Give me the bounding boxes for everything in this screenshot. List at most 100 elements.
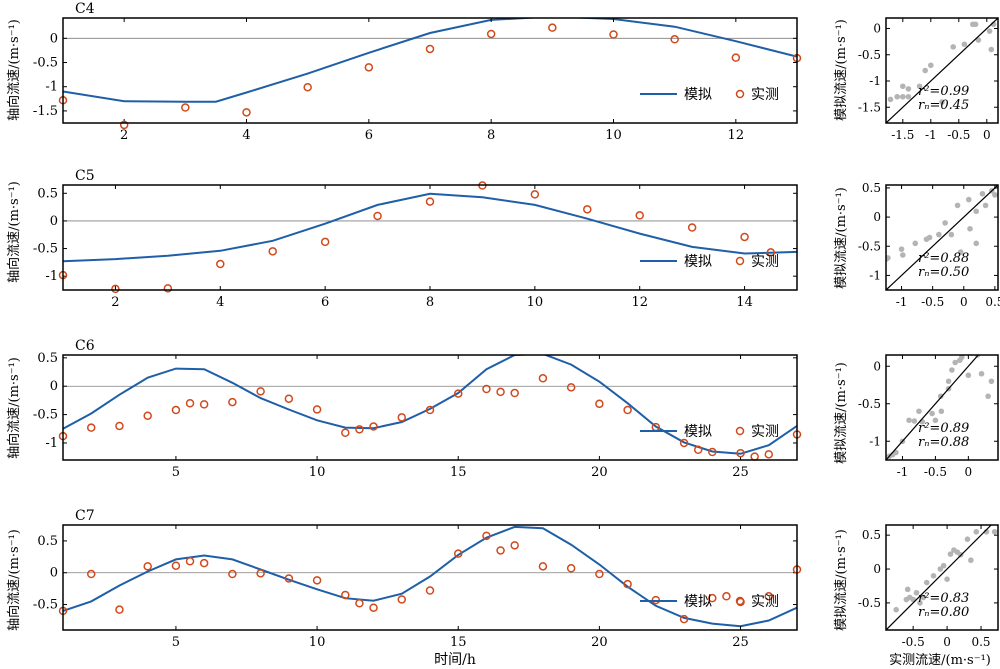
c5-scatter-point bbox=[965, 196, 972, 203]
c4-scatter-point bbox=[922, 67, 928, 74]
c6-observed-point bbox=[143, 411, 152, 420]
c5-y-tick-label: -1 bbox=[45, 269, 58, 284]
c7-scatter-r2: r²=0.83 bbox=[918, 591, 969, 606]
c6-scatter-point bbox=[916, 408, 922, 415]
c7-observed-point bbox=[185, 557, 195, 566]
c4-observed-point bbox=[486, 29, 496, 39]
c6-scatter-point bbox=[949, 367, 955, 373]
c7-observed-point bbox=[355, 599, 364, 608]
y-axis-label-c4: 轴向流速/(m·s⁻¹) bbox=[6, 19, 22, 121]
c7-x-tick-label: 25 bbox=[732, 635, 749, 650]
c7-observed-point bbox=[312, 576, 322, 585]
c4-observed-point bbox=[364, 63, 374, 72]
c5-legend-obs-label: 实测 bbox=[751, 254, 779, 270]
c4-legend-obs-label: 实测 bbox=[751, 87, 779, 103]
c7-scatter-x-tick-label: 0.5 bbox=[971, 635, 990, 649]
c7-scatter-plot-area bbox=[886, 525, 998, 630]
c4-scatter-point bbox=[905, 86, 912, 92]
c4-scatter-point bbox=[887, 96, 894, 103]
c7-observed-point bbox=[623, 579, 632, 589]
c7-observed-point bbox=[397, 595, 407, 604]
c4-y-tick-label: 0 bbox=[50, 31, 58, 46]
c6-observed-point bbox=[199, 400, 209, 409]
c5-scatter-r2: r²=0.88 bbox=[918, 251, 969, 266]
c7-observed-point bbox=[538, 562, 548, 571]
c5-scatter-x-tick-label: -0.5 bbox=[921, 295, 944, 309]
c4-scatter-point bbox=[988, 46, 995, 53]
c6-scatter-point bbox=[929, 410, 935, 417]
c5-scatter-y-tick-label: -0.5 bbox=[858, 239, 881, 253]
c7-scatter-x-tick-label: 0 bbox=[943, 635, 951, 649]
c6-legend-obs-swatch bbox=[735, 426, 745, 436]
c6-scatter-y-tick-label: -0.5 bbox=[858, 397, 881, 411]
c6-legend-obs-label: 实测 bbox=[751, 424, 779, 440]
c7-observed-point bbox=[228, 569, 237, 579]
c7-scatter-point bbox=[913, 589, 920, 596]
c6-scatter-rn: rₙ=0.88 bbox=[918, 435, 969, 450]
c6-scatter-x-tick-label: -1 bbox=[897, 465, 909, 479]
c5-scatter-point bbox=[973, 208, 980, 215]
c5-x-tick-label: 6 bbox=[321, 295, 329, 310]
c6-scatter-point bbox=[952, 359, 958, 366]
c6-observed-point bbox=[284, 394, 294, 403]
c6-observed-point bbox=[425, 405, 435, 415]
c6-observed-point bbox=[228, 397, 237, 407]
c4-scatter-point bbox=[900, 93, 906, 100]
c4-observed-point bbox=[181, 103, 190, 112]
c7-scatter-point bbox=[923, 579, 930, 586]
c6-scatter-frame bbox=[885, 354, 999, 461]
c5-scatter-point bbox=[954, 202, 961, 209]
c4-scatter-point bbox=[950, 44, 956, 50]
scatter-y-axis-label-c7: 模拟流速/(m·s⁻¹) bbox=[834, 529, 849, 631]
c7-one-to-one-line bbox=[886, 525, 992, 630]
c7-observed-point bbox=[453, 549, 463, 558]
c5-x-tick-label: 2 bbox=[111, 295, 119, 310]
c4-scatter-r2: r²=0.99 bbox=[918, 84, 969, 99]
c7-y-tick-label: 0 bbox=[50, 566, 58, 581]
c7-scatter-y-tick-label: 0.5 bbox=[862, 528, 881, 542]
c7-scatter-point bbox=[944, 576, 950, 582]
c5-scatter-point bbox=[948, 231, 955, 238]
c7-observed-point bbox=[143, 562, 152, 571]
c5-scatter-rn: rₙ=0.50 bbox=[918, 265, 969, 280]
c4-scatter-rn: rₙ=0.45 bbox=[918, 98, 969, 113]
c7-legend-obs-swatch bbox=[735, 596, 745, 606]
c4-x-tick-label: 4 bbox=[242, 128, 250, 143]
c6-observed-point bbox=[538, 374, 548, 383]
c6-y-tick-label: 0 bbox=[50, 379, 58, 394]
c4-scatter-y-tick-label: -1.5 bbox=[858, 100, 881, 114]
c5-observed-point bbox=[530, 190, 540, 199]
y-axis-label-c6: 轴向流速/(m·s⁻¹) bbox=[6, 357, 22, 459]
c6-x-tick-label: 15 bbox=[450, 465, 467, 480]
c5-legend-obs-swatch bbox=[735, 256, 745, 266]
c6-observed-point bbox=[341, 428, 350, 438]
c6-scatter-point bbox=[906, 417, 912, 424]
c4-scatter-point bbox=[975, 37, 982, 43]
c4-y-tick-label: -0.5 bbox=[33, 56, 58, 71]
c6-observed-point bbox=[355, 425, 364, 434]
c4-observed-point bbox=[548, 23, 557, 32]
c4-observed-point bbox=[731, 53, 741, 62]
c6-x-tick-label: 5 bbox=[172, 465, 180, 480]
c5-scatter-y-tick-label: -1 bbox=[869, 268, 881, 282]
c4-scatter-point bbox=[928, 62, 934, 69]
c6-observed-point bbox=[171, 405, 181, 415]
c5-observed-point bbox=[687, 223, 697, 232]
c7-scatter-point bbox=[991, 528, 998, 535]
c4-observed-point bbox=[119, 120, 129, 130]
c4-observed-point bbox=[425, 44, 435, 54]
c6-observed-point bbox=[679, 438, 689, 448]
y-axis-label-c5: 轴向流速/(m·s⁻¹) bbox=[6, 181, 22, 283]
c5-simulated-line bbox=[63, 192, 797, 263]
c7-x-tick-label: 20 bbox=[591, 635, 608, 650]
c5-scatter-point bbox=[912, 240, 919, 247]
c6-scatter-point bbox=[978, 370, 985, 377]
c4-scatter-point bbox=[894, 93, 900, 100]
c7-x-tick-label: 5 bbox=[172, 635, 180, 650]
c5-scatter-x-tick-label: 0.5 bbox=[985, 295, 1000, 309]
c6-scatter-y-tick-label: -1 bbox=[869, 434, 881, 448]
c7-frame bbox=[62, 524, 798, 631]
c6-observed-point bbox=[453, 389, 463, 398]
c5-x-tick-label: 8 bbox=[426, 295, 434, 310]
c6-scatter-point bbox=[932, 417, 939, 424]
